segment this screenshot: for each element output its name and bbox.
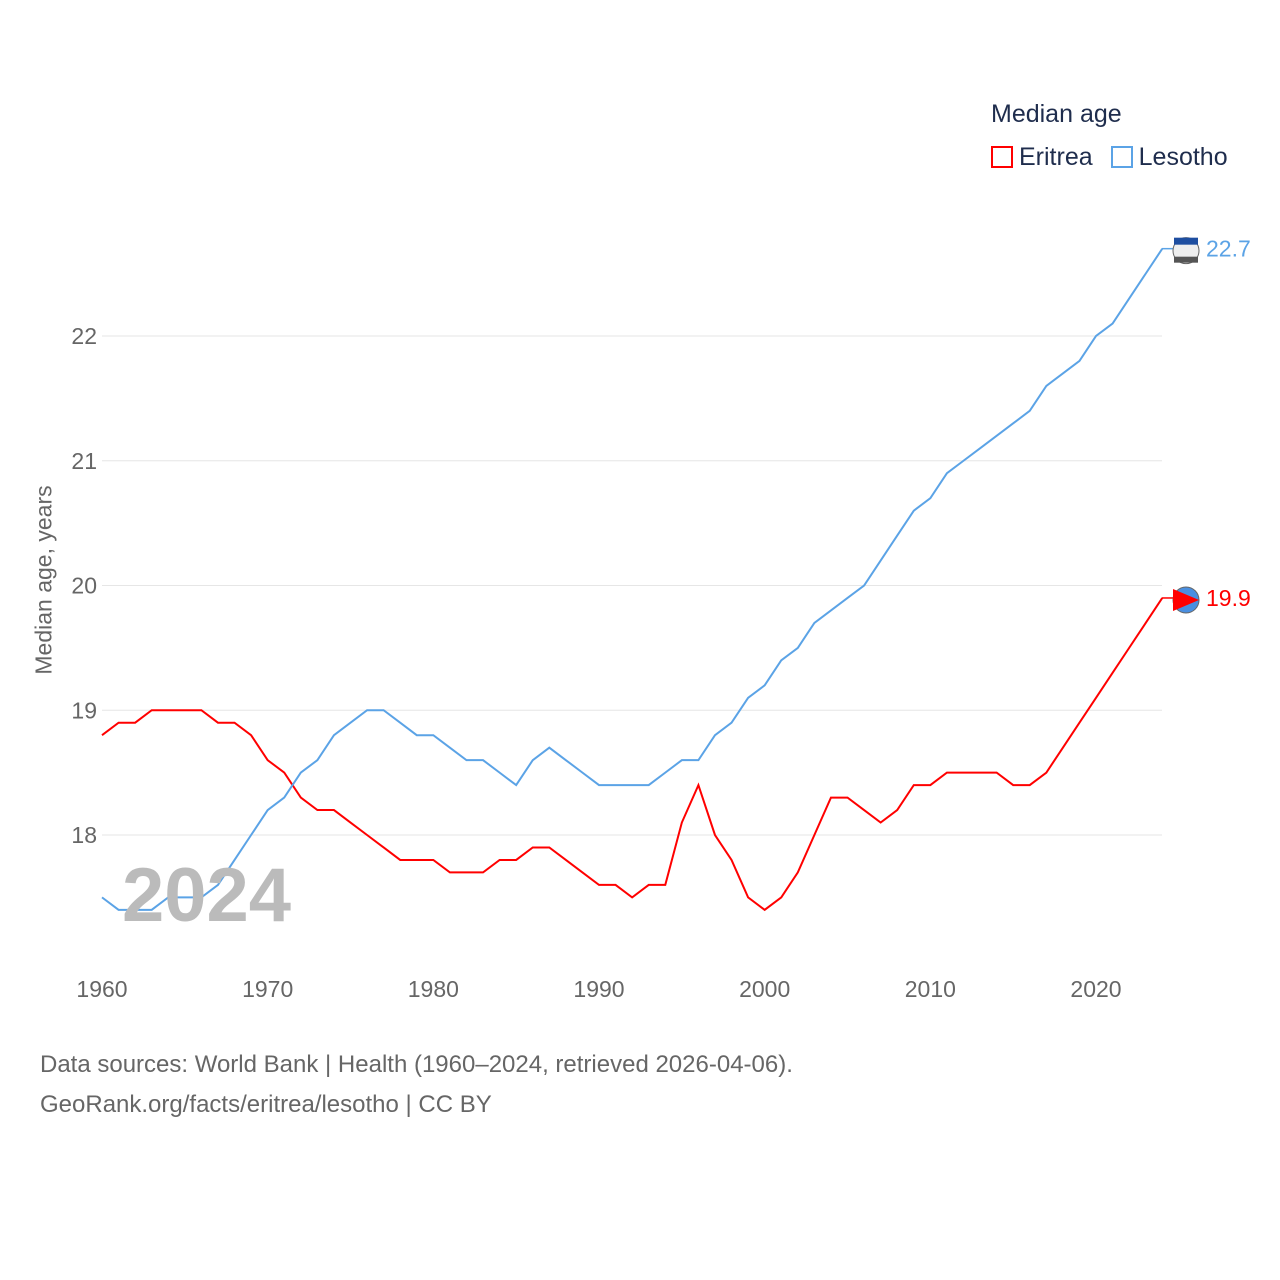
- flag-triangle: [1173, 588, 1199, 611]
- attribution-line[interactable]: GeoRank.org/facts/eritrea/lesotho | CC B…: [40, 1091, 492, 1118]
- y-tick-label: 19: [71, 697, 97, 723]
- legend-swatch: [1110, 146, 1133, 168]
- legend-item-eritrea[interactable]: Eritrea: [991, 143, 1093, 172]
- legend: Eritrea Lesotho: [991, 143, 1228, 172]
- source-line: Data sources: World Bank | Health (1960–…: [40, 1051, 793, 1078]
- x-tick-label: 2000: [739, 976, 790, 1002]
- flag-stripe: [1174, 237, 1198, 245]
- series-line-lesotho: [101, 248, 1164, 911]
- y-tick-label: 18: [71, 822, 97, 848]
- legend-title: Median age: [991, 100, 1122, 128]
- end-value-label: 22.7: [1206, 236, 1251, 262]
- x-tick-label: 1970: [242, 976, 293, 1002]
- x-tick-label: 2010: [905, 976, 956, 1002]
- y-tick-label: 20: [71, 573, 97, 599]
- x-tick-label: 1960: [76, 976, 127, 1002]
- series-line-eritrea: [101, 597, 1164, 912]
- flag-stripe: [1174, 256, 1198, 263]
- legend-item-lesotho[interactable]: Lesotho: [1110, 143, 1228, 172]
- source-note: Data sources: World Bank | Health (1960–…: [40, 1045, 793, 1125]
- legend-label: Lesotho: [1138, 143, 1228, 171]
- legend-swatch: [991, 146, 1013, 168]
- x-tick-label: 1980: [408, 976, 459, 1002]
- y-tick-label: 21: [71, 448, 97, 474]
- x-tick-label: 1990: [573, 976, 624, 1002]
- y-axis-label: Median age, years: [30, 485, 57, 675]
- legend-label: Eritrea: [1019, 143, 1093, 171]
- y-tick-label: 22: [71, 323, 97, 349]
- year-watermark: 2024: [122, 853, 292, 938]
- x-tick-label: 2020: [1070, 976, 1121, 1002]
- end-value-label: 19.9: [1206, 585, 1251, 611]
